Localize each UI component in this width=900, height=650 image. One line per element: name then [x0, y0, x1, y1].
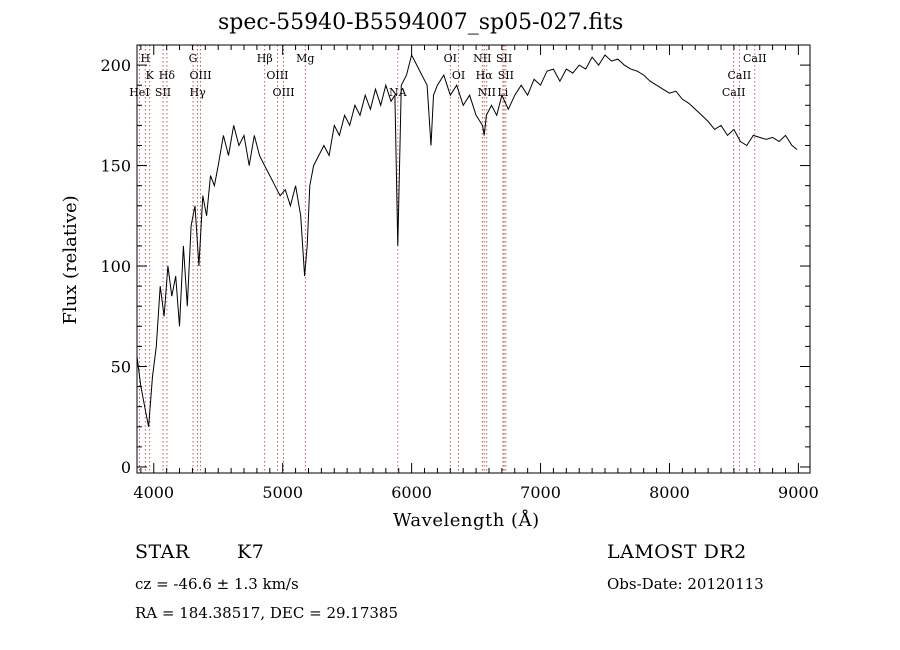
y-axis-label: Flux (relative)	[60, 195, 81, 324]
line-marker-label: G	[189, 52, 198, 65]
x-tick-label: 7000	[520, 483, 561, 502]
line-marker-label: Hδ	[159, 69, 176, 82]
marker-labels: HK HeI Hδ SII G OIII Hγ Hβ OIII OIII Mg NA OI OI NII NI…	[129, 52, 766, 99]
axis-ticks	[137, 45, 810, 473]
line-marker-label: SII	[155, 86, 171, 99]
line-marker-label: Li	[497, 86, 508, 99]
y-tick-label: 200	[100, 56, 131, 75]
line-marker-label: HeI	[129, 86, 149, 99]
x-tick-label: 5000	[262, 483, 303, 502]
line-marker-label: CaII	[728, 69, 752, 82]
y-tick-label: 100	[100, 257, 131, 276]
line-marker-label: NII	[478, 86, 496, 99]
x-axis-label: Wavelength (Å)	[393, 510, 540, 531]
line-marker-label: CaII	[722, 86, 746, 99]
line-marker-label: Hγ	[190, 86, 207, 99]
line-marker-label: NA	[389, 86, 408, 99]
line-marker-label: Mg	[296, 52, 314, 65]
line-marker-label: OIII	[190, 69, 212, 82]
subclass: K7	[237, 541, 265, 563]
line-marker-label: K	[146, 69, 155, 82]
x-tick-label: 4000	[133, 483, 174, 502]
obs-date: Obs-Date: 20120113	[607, 575, 764, 593]
line-marker-label: NII	[473, 52, 491, 65]
redshift-cz: cz = -46.6 ± 1.3 km/s	[135, 575, 299, 593]
x-tick-label: 6000	[391, 483, 432, 502]
chart-title: spec-55940-B5594007_sp05-027.fits	[218, 10, 624, 35]
tick-labels: 4000 5000 6000 7000 8000 9000 0 50 100 150 200	[100, 56, 818, 502]
y-tick-label: 50	[111, 358, 131, 377]
line-marker-label: OI	[452, 69, 465, 82]
y-tick-label: 150	[100, 157, 131, 176]
ra-dec: RA = 184.38517, DEC = 29.17385	[135, 604, 399, 622]
object-type: STAR	[135, 541, 190, 563]
line-marker-label: SII	[496, 52, 512, 65]
line-marker-label: Hα	[476, 69, 494, 82]
line-marker-label: SII	[498, 69, 514, 82]
x-tick-label: 8000	[649, 483, 690, 502]
line-marker-label: OIII	[266, 69, 288, 82]
survey-name: LAMOST DR2	[607, 541, 747, 563]
line-marker-label: CaII	[743, 52, 767, 65]
spectrum-line	[136, 53, 798, 427]
line-marker-label: Hβ	[257, 52, 273, 65]
line-marker-label: H	[140, 52, 150, 65]
line-marker-label: OIII	[273, 86, 295, 99]
x-tick-label: 9000	[778, 483, 819, 502]
plot-frame	[136, 44, 811, 474]
line-markers	[139, 45, 756, 473]
y-tick-label: 0	[121, 458, 131, 477]
line-marker-label: OI	[444, 52, 457, 65]
